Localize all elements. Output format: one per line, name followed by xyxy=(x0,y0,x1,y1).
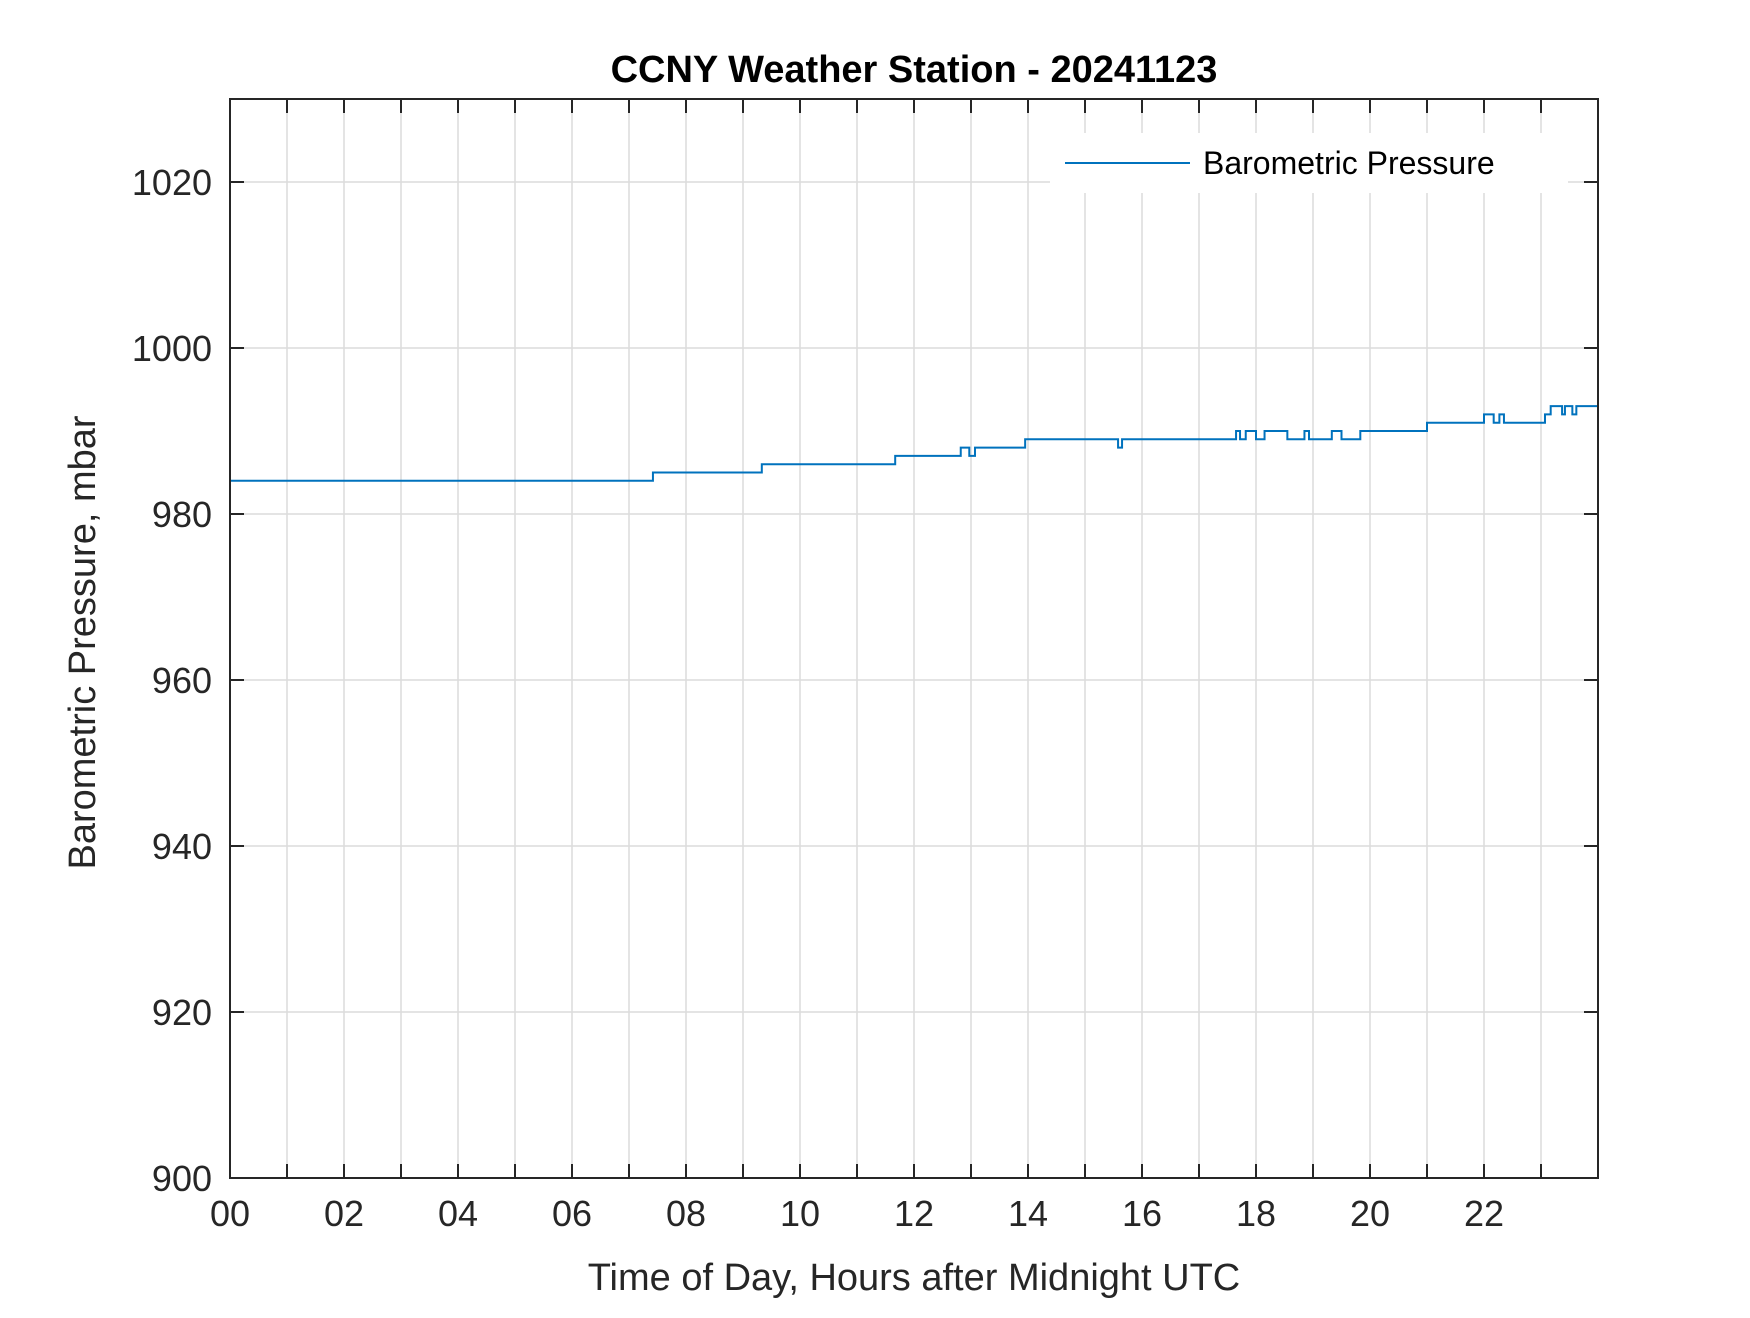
y-tick-label: 900 xyxy=(152,1158,212,1199)
x-tick-label: 14 xyxy=(1008,1193,1048,1234)
y-tick-label: 920 xyxy=(152,992,212,1033)
x-tick-label: 18 xyxy=(1236,1193,1276,1234)
y-tick-label: 960 xyxy=(152,660,212,701)
y-tick-labels: 900 920 940 960 980 1000 1020 xyxy=(132,162,212,1199)
y-tick-label: 980 xyxy=(152,494,212,535)
legend: Barometric Pressure xyxy=(1050,133,1568,193)
y-tick-label: 1000 xyxy=(132,328,212,369)
x-tick-labels: 00 02 04 06 08 10 12 14 16 18 20 22 xyxy=(210,1193,1504,1234)
x-tick-label: 06 xyxy=(552,1193,592,1234)
x-tick-label: 00 xyxy=(210,1193,250,1234)
series-layer xyxy=(230,405,1598,482)
x-tick-label: 16 xyxy=(1122,1193,1162,1234)
y-tick-label: 940 xyxy=(152,826,212,867)
x-tick-label: 02 xyxy=(324,1193,364,1234)
legend-label: Barometric Pressure xyxy=(1203,145,1495,181)
x-tick-label: 08 xyxy=(666,1193,706,1234)
y-tick-label: 1020 xyxy=(132,162,212,203)
x-tick-label: 22 xyxy=(1464,1193,1504,1234)
tick-marks xyxy=(229,99,1598,1179)
chart-title: CCNY Weather Station - 20241123 xyxy=(611,49,1218,91)
x-tick-label: 04 xyxy=(438,1193,478,1234)
x-axis-label: Time of Day, Hours after Midnight UTC xyxy=(588,1257,1241,1299)
y-axis-label: Barometric Pressure, mbar xyxy=(62,415,104,869)
x-tick-label: 12 xyxy=(894,1193,934,1234)
x-tick-label: 10 xyxy=(780,1193,820,1234)
series-line-barometric-pressure xyxy=(230,405,1598,482)
x-tick-label: 20 xyxy=(1350,1193,1390,1234)
